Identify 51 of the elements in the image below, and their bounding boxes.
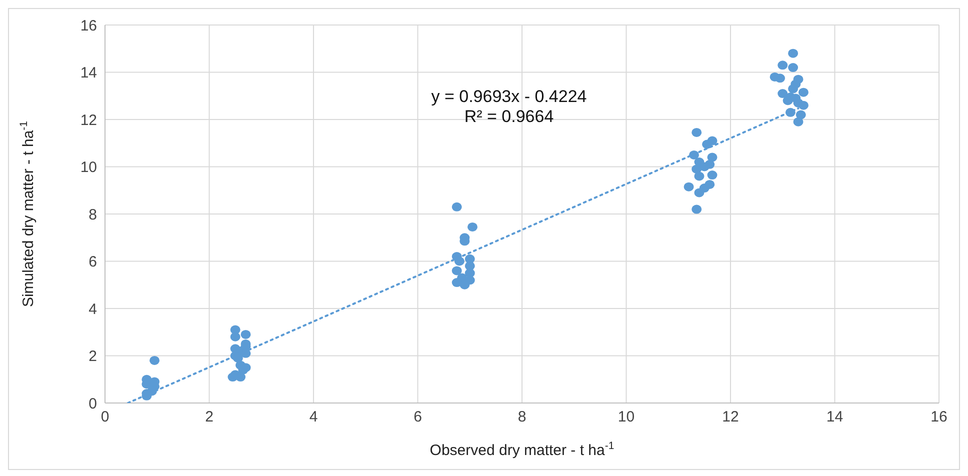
point <box>150 356 160 365</box>
point <box>707 152 718 162</box>
annotation: R² = 0.9664 <box>463 107 555 127</box>
point <box>452 266 462 276</box>
point <box>775 74 786 83</box>
point <box>460 280 470 290</box>
y-tick-label: 0 <box>88 395 97 412</box>
point <box>798 100 808 110</box>
point <box>452 202 462 212</box>
x-tick-label: 16 <box>930 408 948 426</box>
point <box>707 170 718 180</box>
x-tick-label: 12 <box>722 408 739 426</box>
point <box>788 84 798 94</box>
y-tick-label: 8 <box>88 206 97 224</box>
point <box>778 89 788 98</box>
x-tick-label: 6 <box>414 408 422 426</box>
y-tick-label: 4 <box>88 300 97 318</box>
y-tick-label: 12 <box>80 112 97 129</box>
point <box>452 278 462 288</box>
y-tick-label: 14 <box>80 64 97 82</box>
y-tick-label: 16 <box>80 17 97 34</box>
point <box>230 332 240 342</box>
x-tick-label: 2 <box>205 408 214 426</box>
point <box>778 60 788 70</box>
point <box>684 182 694 192</box>
point <box>782 96 793 106</box>
point <box>228 372 238 382</box>
x-tick-label: 0 <box>100 408 110 426</box>
point <box>788 63 798 72</box>
y-tick-label: 2 <box>88 348 97 366</box>
point <box>240 330 251 339</box>
point <box>694 188 704 198</box>
annotation: y = 0.9693x - 0.4224 <box>430 87 588 107</box>
x-tick-label: 10 <box>618 408 635 426</box>
point <box>692 164 702 174</box>
point <box>793 117 804 126</box>
y-tick-label: 6 <box>88 254 97 271</box>
x-tick-label: 14 <box>826 408 844 426</box>
point <box>788 48 798 58</box>
y-tick-label: 10 <box>80 159 97 176</box>
point <box>236 360 246 370</box>
x-tick-label: 8 <box>518 408 526 426</box>
point <box>692 204 702 214</box>
point <box>467 222 478 232</box>
point <box>798 88 808 97</box>
x-axis-title: Observed dry matter - t ha$^{-1}$ <box>430 440 614 459</box>
x-tick-label: 4 <box>309 408 318 426</box>
point <box>796 110 806 120</box>
point <box>692 128 702 137</box>
point <box>694 172 704 181</box>
point <box>702 140 712 149</box>
